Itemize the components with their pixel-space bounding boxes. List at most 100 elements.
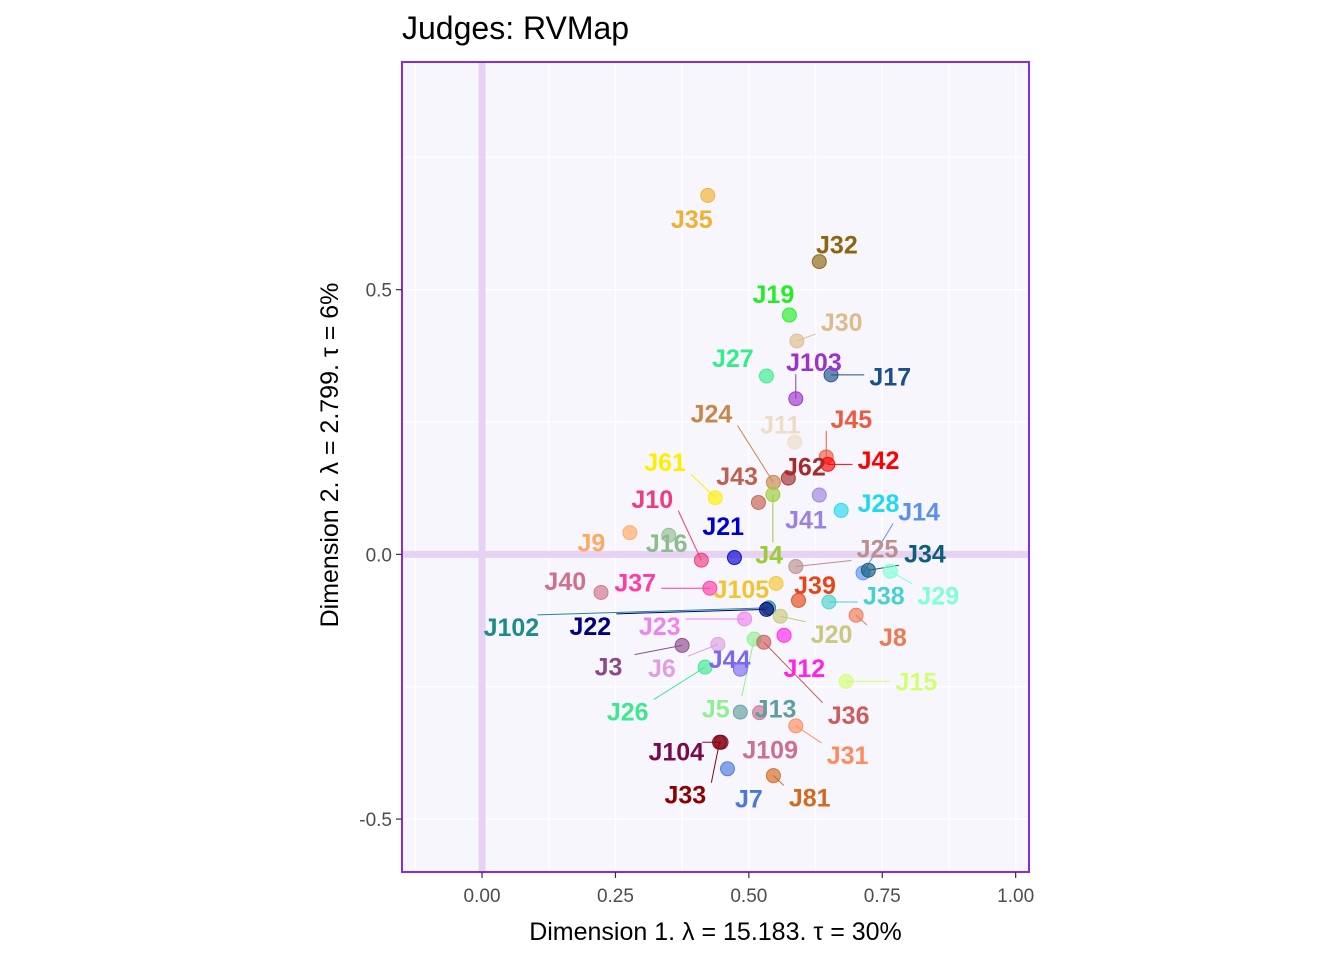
- label-j39: J39: [794, 572, 836, 600]
- label-j3: J3: [595, 654, 623, 682]
- point-j21: [726, 550, 742, 566]
- point-j8: [848, 607, 864, 623]
- point-j4: [765, 487, 781, 503]
- plot-panel-border: [401, 61, 1030, 873]
- leader-line-j26: [653, 666, 706, 701]
- point-j22: [758, 601, 774, 617]
- y-tick-label: 0.5: [366, 281, 392, 302]
- label-j44: J44: [709, 646, 751, 674]
- label-j104: J104: [648, 738, 704, 766]
- point-j44: [732, 661, 748, 677]
- point-j37: [702, 580, 718, 596]
- point-j25: [788, 559, 804, 575]
- leader-line-j5: [741, 638, 755, 697]
- label-j13: J13: [755, 695, 797, 723]
- label-j30: J30: [821, 309, 863, 337]
- label-j11: J11: [760, 412, 800, 440]
- y-axis-title: Dimension 2. λ = 2.799. τ = 6%: [316, 283, 344, 628]
- label-j17: J17: [869, 363, 911, 391]
- x-axis-title: Dimension 1. λ = 15.183. τ = 30%: [529, 918, 902, 946]
- label-j16: J16: [646, 530, 688, 558]
- leader-line-j3: [634, 644, 683, 656]
- label-j28: J28: [858, 490, 900, 518]
- chart-title: Judges: RVMap: [402, 10, 630, 46]
- label-j42: J42: [858, 447, 900, 475]
- point-j17: [823, 367, 839, 383]
- y-tick-label: -0.5: [359, 810, 392, 831]
- label-j109: J109: [742, 737, 798, 765]
- label-j61: J61: [644, 449, 686, 477]
- label-j38: J38: [863, 583, 905, 611]
- point-j19: [781, 307, 797, 323]
- judge-labels: J35 J32 J19 J30 J27 J103 J17 J24 J11 J45 J61 J42 J43…: [484, 206, 960, 813]
- label-j25: J25: [857, 536, 899, 564]
- label-j7: J7: [735, 785, 763, 813]
- label-j12: J12: [783, 655, 825, 683]
- label-j41: J41: [785, 506, 827, 534]
- x-tick-label: 0.00: [464, 886, 501, 907]
- label-j20: J20: [811, 621, 853, 649]
- label-j40: J40: [544, 568, 586, 596]
- point-j41: [811, 487, 827, 503]
- label-leader-lines: [537, 333, 913, 786]
- label-j26: J26: [607, 699, 649, 727]
- point-j31: [788, 718, 804, 734]
- judge-points: [593, 187, 898, 784]
- point-j39: [790, 592, 806, 608]
- leader-line-j10: [677, 510, 702, 561]
- point-j13: [732, 704, 748, 720]
- label-j35: J35: [671, 206, 713, 234]
- label-j14: J14: [898, 498, 940, 526]
- point-j20: [772, 608, 788, 624]
- x-tick-label: 0.75: [864, 886, 901, 907]
- point-j23: [737, 611, 753, 627]
- point-j11: [787, 434, 803, 450]
- point-j9: [622, 525, 638, 541]
- label-j24: J24: [691, 401, 733, 429]
- label-j8: J8: [879, 624, 907, 652]
- point-j3: [674, 637, 690, 653]
- point-j32: [811, 254, 827, 270]
- leader-line-j102: [537, 607, 769, 616]
- point-j36: [756, 634, 772, 650]
- leader-line-j24: [737, 425, 774, 483]
- label-j5: J5: [702, 695, 730, 723]
- leader-line-j25: [795, 560, 852, 568]
- point-j29: [882, 563, 898, 579]
- label-j43: J43: [716, 463, 758, 491]
- label-j19: J19: [753, 281, 795, 309]
- label-j32: J32: [816, 232, 858, 260]
- point-j12: [776, 627, 792, 643]
- label-j23: J23: [639, 613, 681, 641]
- y-axis-ticks: 0.5 0.0 -0.5: [359, 281, 402, 831]
- label-j15: J15: [896, 668, 938, 696]
- label-j81: J81: [789, 784, 831, 812]
- point-j81: [765, 768, 781, 784]
- point-j61: [707, 490, 723, 506]
- point-j15: [838, 673, 854, 689]
- point-j28: [833, 502, 849, 518]
- point-j62: [780, 470, 796, 486]
- label-j10: J10: [631, 486, 673, 514]
- point-j34: [860, 562, 876, 578]
- label-j4: J4: [755, 541, 783, 569]
- point-j27: [758, 368, 774, 384]
- x-axis-ticks: 0.00 0.25 0.50 0.75 1.00: [464, 872, 1034, 907]
- leader-line-j36: [763, 641, 823, 704]
- point-j10: [693, 552, 709, 568]
- point-j40: [593, 584, 609, 600]
- label-j37: J37: [614, 569, 656, 597]
- label-j36: J36: [828, 702, 870, 730]
- point-j33: [712, 734, 728, 750]
- point-j103: [788, 391, 804, 407]
- label-j102: J102: [484, 614, 540, 642]
- leader-line-j22: [616, 608, 767, 615]
- grid-lines: [402, 62, 1029, 872]
- label-j6: J6: [648, 655, 676, 683]
- label-j103: J103: [786, 349, 842, 377]
- x-tick-label: 0.50: [730, 886, 767, 907]
- label-j33: J33: [664, 782, 706, 810]
- label-j21: J21: [702, 513, 744, 541]
- point-j16: [661, 527, 677, 543]
